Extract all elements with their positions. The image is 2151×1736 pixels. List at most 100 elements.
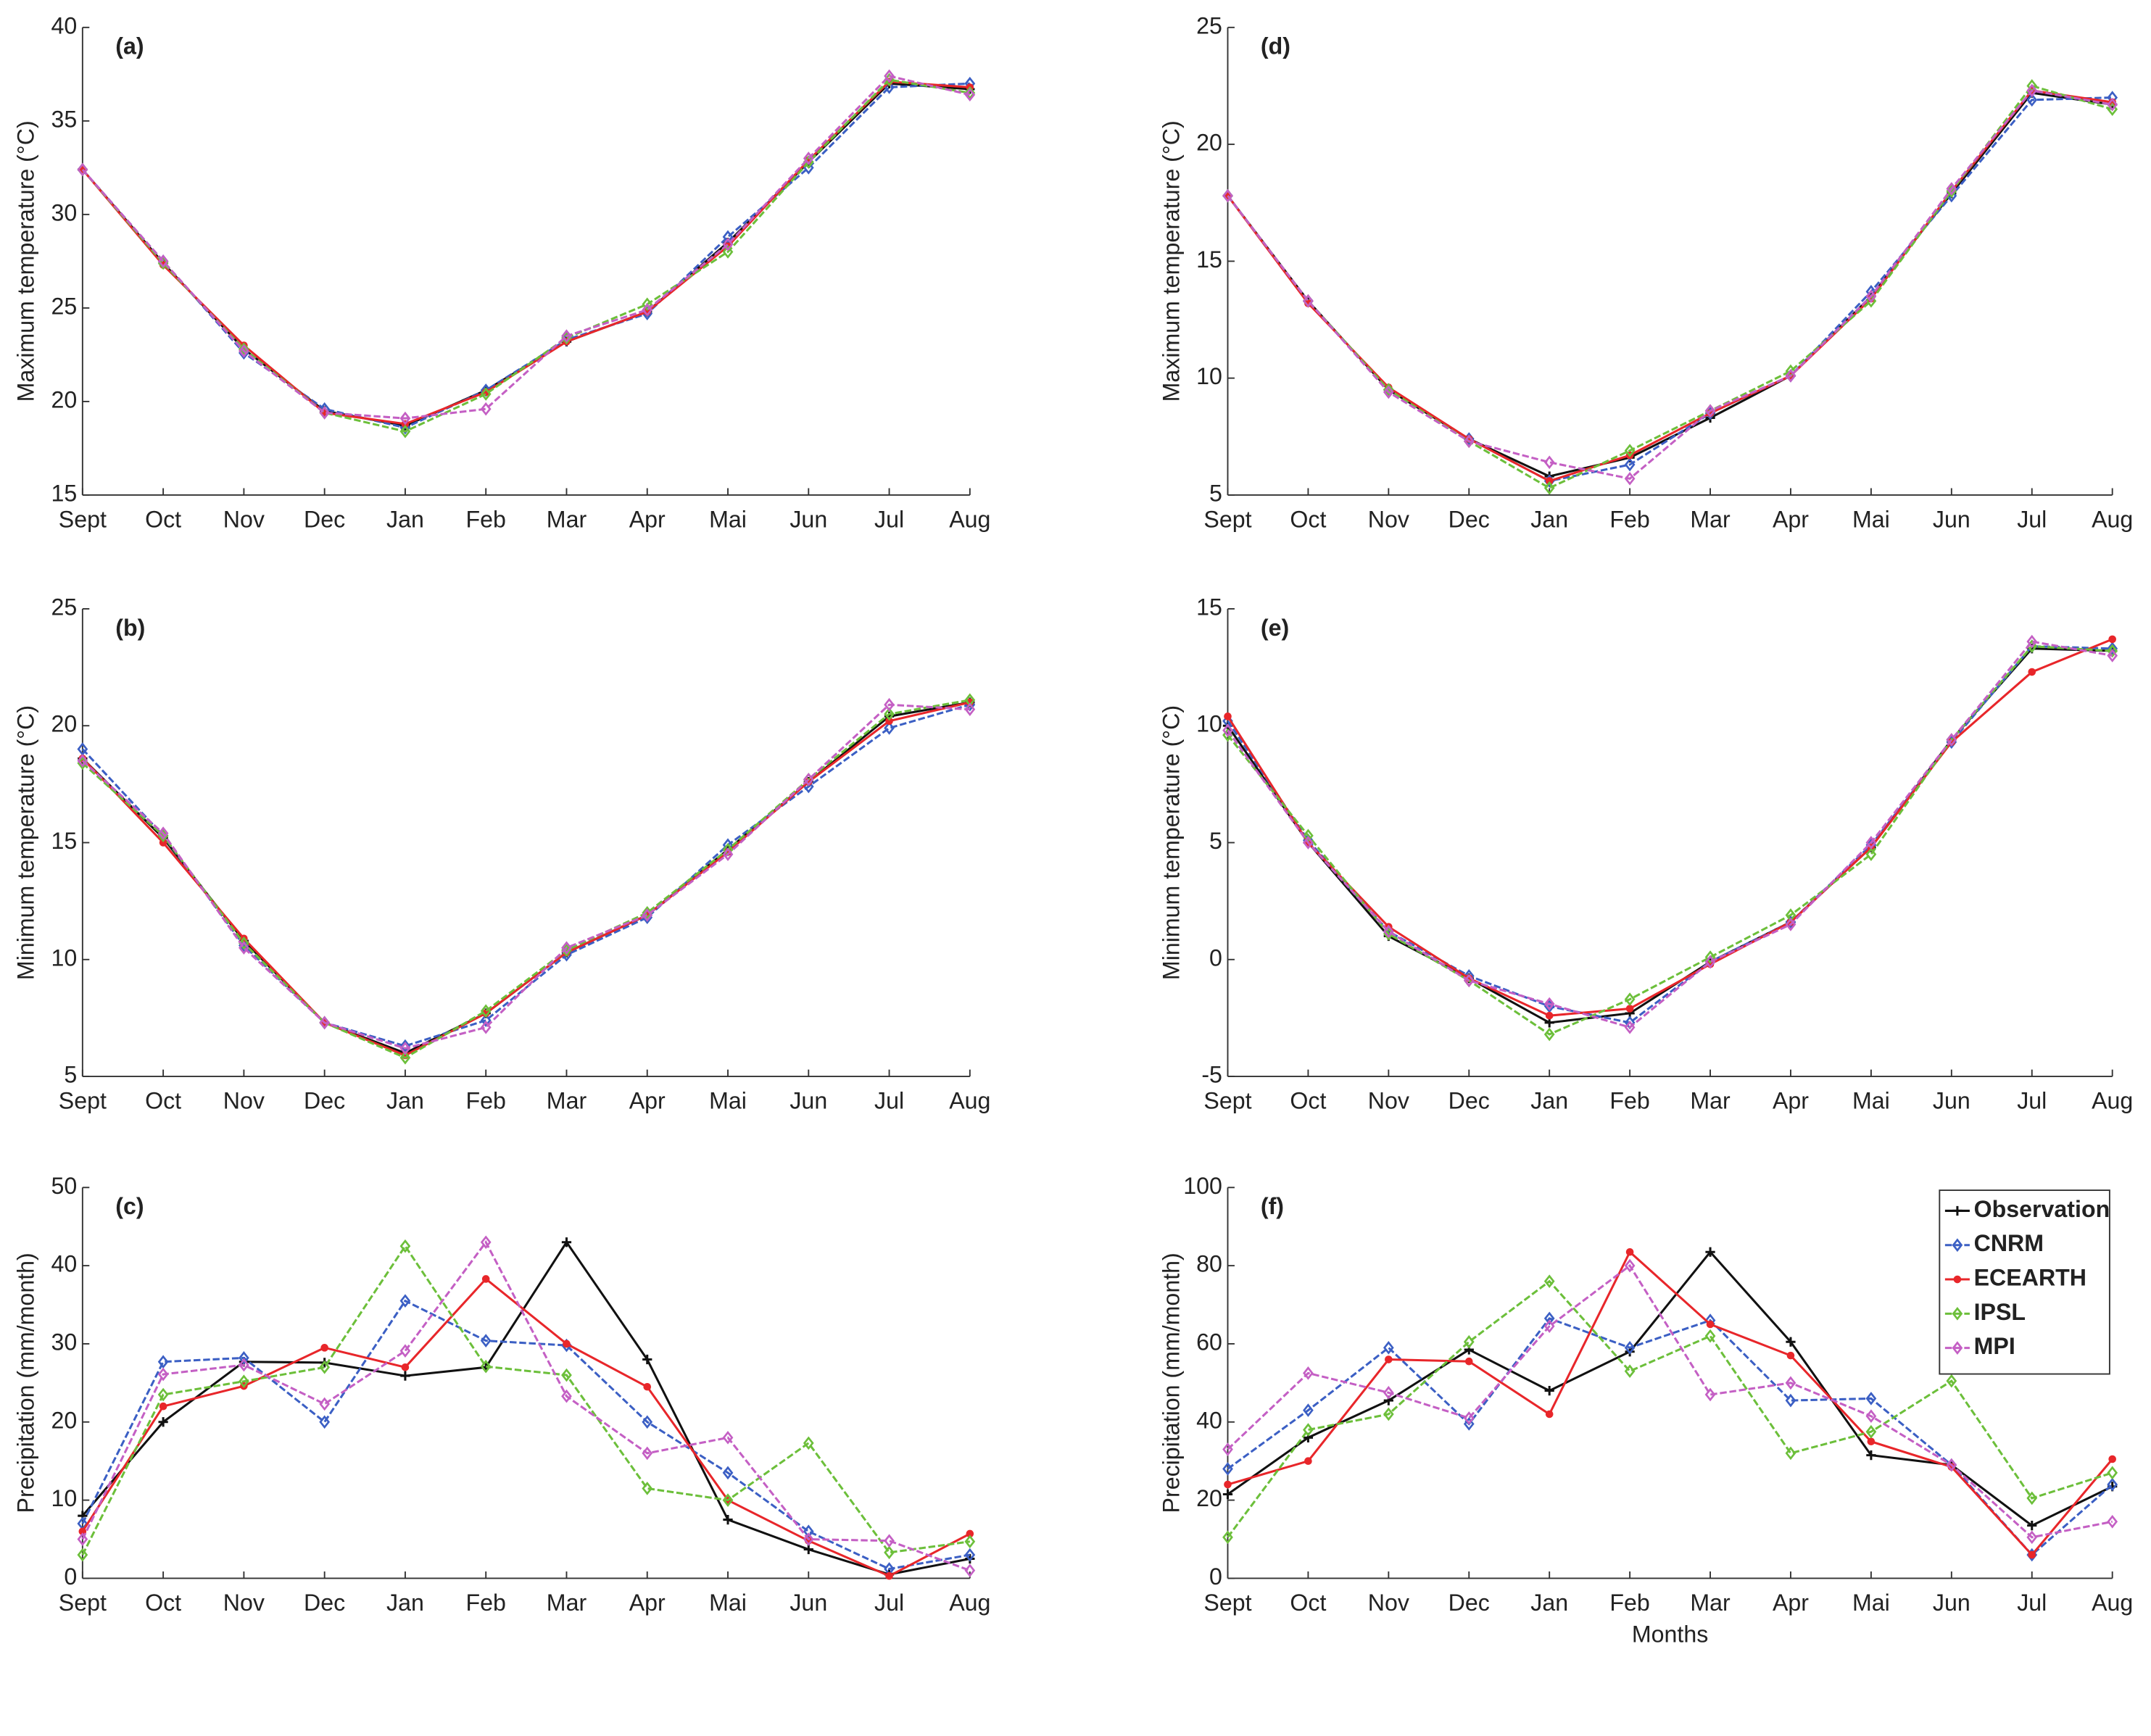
marker-diamond <box>1383 924 1394 939</box>
series-line <box>1227 89 2113 480</box>
x-tick-label: Oct <box>1290 506 1326 532</box>
marker-diamond <box>1624 457 1636 472</box>
x-tick-label: Mar <box>1690 1087 1731 1113</box>
marker-diamond <box>1463 434 1475 449</box>
marker-dot <box>1625 1005 1634 1013</box>
marker-plus <box>2027 1521 2037 1531</box>
marker-diamond <box>722 1466 734 1480</box>
marker-diamond <box>1624 1020 1636 1034</box>
x-tick-label: Dec <box>304 1590 345 1616</box>
marker-dot <box>966 1529 974 1538</box>
marker-diamond <box>399 411 411 425</box>
marker-plus <box>1952 1205 1963 1216</box>
x-tick-label: Feb <box>1609 1590 1649 1616</box>
marker-diamond <box>1865 1409 1877 1424</box>
marker-diamond <box>1785 1393 1796 1408</box>
marker-diamond <box>239 1358 249 1372</box>
marker-diamond <box>642 1446 653 1461</box>
marker-diamond <box>480 1020 492 1034</box>
marker-plus <box>1705 1247 1715 1257</box>
y-tick-label: 40 <box>51 12 77 38</box>
x-tick-label: Jan <box>386 1590 424 1616</box>
marker-diamond <box>480 1013 492 1027</box>
series-line <box>1227 645 2113 1036</box>
x-tick-label: Mai <box>1852 1087 1890 1113</box>
panel: 0 10 20 30 40 50 Sept Oct Nov Dec Jan Feb Mar Apr Mai J… <box>13 1173 991 1616</box>
legend-label: CNRM <box>1974 1230 2044 1256</box>
marker-dot <box>1625 1247 1634 1256</box>
marker-diamond <box>1383 1386 1394 1400</box>
marker-diamond <box>1543 481 1555 495</box>
marker-dot <box>159 1402 167 1411</box>
y-tick-label: 25 <box>51 293 77 319</box>
marker-diamond <box>803 1436 814 1450</box>
x-tick-label: Nov <box>1368 506 1409 532</box>
marker-diamond <box>1624 472 1636 486</box>
marker-diamond <box>2107 1477 2118 1492</box>
y-tick-label: 60 <box>1196 1329 1222 1355</box>
marker-diamond <box>884 69 895 83</box>
y-tick-label: 10 <box>51 944 77 971</box>
marker-diamond <box>1383 383 1394 397</box>
marker-diamond <box>1704 1329 1716 1343</box>
x-tick-label: Nov <box>1368 1087 1409 1113</box>
y-tick-label: 20 <box>51 386 77 412</box>
marker-diamond <box>2107 1514 2118 1529</box>
x-tick-label: Oct <box>1290 1087 1326 1113</box>
y-axis-label: Maximum temperature (°C) <box>1158 120 1184 402</box>
x-tick-label: Dec <box>304 1087 345 1113</box>
y-tick-label: 35 <box>51 106 77 132</box>
marker-diamond <box>319 1360 331 1374</box>
panel: 15 20 25 30 35 40 Sept Oct Nov Dec Jan Feb Mar Apr Mai… <box>13 12 991 532</box>
marker-diamond <box>1303 1423 1314 1437</box>
marker-diamond <box>561 1368 572 1382</box>
marker-plus <box>803 1544 813 1555</box>
marker-diamond <box>561 1389 572 1403</box>
marker-diamond <box>2107 97 2118 112</box>
marker-diamond <box>884 697 895 712</box>
series-line <box>81 1277 971 1577</box>
marker-dot <box>401 1363 410 1371</box>
marker-diamond <box>480 1334 492 1347</box>
marker-diamond <box>1463 1417 1475 1431</box>
marker-diamond <box>642 1482 653 1495</box>
legend-label: MPI <box>1974 1333 2015 1359</box>
marker-plus <box>1786 1337 1796 1347</box>
x-tick-label: Apr <box>1773 1590 1809 1616</box>
marker-diamond <box>1952 1341 1963 1355</box>
marker-dot <box>885 1571 893 1580</box>
marker-plus <box>723 1514 733 1525</box>
marker-diamond <box>77 754 88 768</box>
x-tick-label: Jun <box>789 1590 827 1616</box>
marker-diamond <box>1222 1462 1233 1476</box>
marker-dot <box>1953 1275 1962 1284</box>
marker-diamond <box>157 1367 169 1382</box>
marker-diamond <box>1704 950 1716 964</box>
marker-diamond <box>1383 1407 1394 1421</box>
series-line <box>1227 1250 2113 1557</box>
series-line <box>1227 1279 2113 1538</box>
x-tick-label: Jul <box>874 506 904 532</box>
y-tick-label: 5 <box>64 1062 77 1088</box>
marker-diamond <box>2026 1530 2038 1545</box>
marker-diamond <box>1704 404 1716 418</box>
x-tick-label: Feb <box>1609 506 1649 532</box>
y-tick-label: 25 <box>1196 12 1222 38</box>
marker-diamond <box>803 773 814 786</box>
y-tick-label: 10 <box>51 1485 77 1511</box>
x-tick-label: Sept <box>1203 1087 1251 1113</box>
y-axis-label: Precipitation (mm/month) <box>1158 1253 1184 1513</box>
series-line <box>81 703 970 1050</box>
marker-dot <box>1385 1355 1393 1363</box>
series-line <box>1227 91 2113 478</box>
series-line <box>1227 1250 2113 1527</box>
x-tick-label: Apr <box>1773 1087 1809 1113</box>
series-line <box>81 80 970 425</box>
marker-diamond <box>884 1545 895 1560</box>
panel-label: (d) <box>1261 33 1290 59</box>
marker-dot <box>2028 668 2036 676</box>
x-tick-label: Mar <box>547 1590 587 1616</box>
x-tick-label: Feb <box>465 506 505 532</box>
marker-diamond <box>319 1415 331 1429</box>
